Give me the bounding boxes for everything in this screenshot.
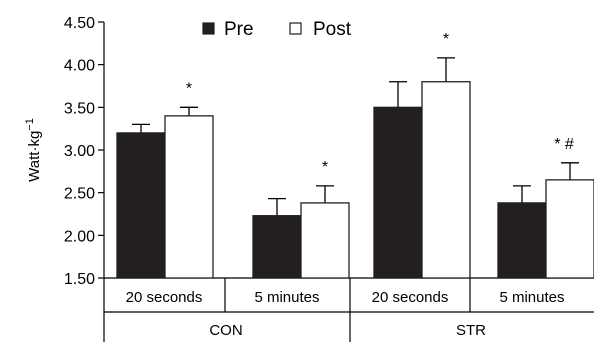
significance-marker: * # — [554, 136, 574, 153]
legend-label-pre: Pre — [224, 19, 254, 40]
legend-swatch-pre — [202, 22, 215, 35]
legend-swatch-post — [289, 22, 302, 35]
category-label: 5 minutes — [499, 289, 564, 306]
category-label: 20 seconds — [126, 289, 203, 306]
y-tick-label: 3.00 — [64, 143, 95, 160]
group-label: CON — [209, 322, 242, 339]
legend: Pre Post — [202, 19, 352, 40]
significance-marker: * — [186, 80, 192, 97]
significance-marker: * — [443, 31, 449, 48]
bars — [116, 57, 594, 279]
significance-marker: * — [322, 159, 328, 176]
y-axis-title-superscript: −1 — [24, 118, 36, 131]
pre-bar — [116, 132, 166, 279]
y-axis-title-main: Watt·kg — [26, 131, 43, 182]
significance-annotations: * * * * # — [186, 31, 574, 176]
y-axis-label: Watt·kg−1 — [24, 118, 43, 182]
y-tick-label: 3.50 — [64, 100, 95, 117]
legend-label-post: Post — [313, 19, 352, 40]
post-bar — [300, 202, 350, 279]
category-label: 5 minutes — [254, 289, 319, 306]
y-ticks: 1.50 2.00 2.50 3.00 3.50 4.00 4.50 — [64, 15, 104, 288]
y-tick-label: 2.50 — [64, 186, 95, 203]
group-label: STR — [456, 322, 486, 339]
y-axis-title: Watt·kg−1 — [24, 118, 43, 182]
x-axis-labels: 20 seconds 5 minutes 20 seconds 5 minutes CO… — [126, 289, 565, 339]
post-bar — [421, 81, 471, 279]
y-tick-label: 2.00 — [64, 228, 95, 245]
pre-bar — [373, 106, 423, 279]
y-tick-label: 1.50 — [64, 271, 95, 288]
y-tick-label: 4.50 — [64, 15, 95, 32]
category-label: 20 seconds — [372, 289, 449, 306]
pre-bar — [497, 202, 547, 279]
post-bar — [545, 179, 594, 279]
post-bar — [164, 115, 214, 279]
y-tick-label: 4.00 — [64, 58, 95, 75]
pre-bar — [252, 215, 302, 279]
